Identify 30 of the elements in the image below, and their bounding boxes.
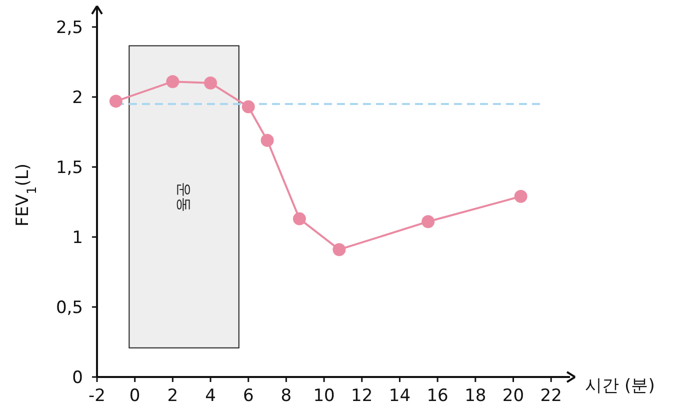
- x-tick-label: 0: [129, 386, 140, 406]
- x-tick-label: 6: [242, 386, 254, 406]
- x-tick-label: 20: [502, 386, 524, 406]
- x-axis-title: 시간 (분): [585, 376, 655, 396]
- point: [422, 215, 435, 228]
- x-tick-label: 22: [540, 386, 562, 406]
- point: [292, 212, 306, 226]
- x-tick-label: 12: [351, 386, 373, 406]
- y-tick-label: 0,5: [56, 298, 83, 318]
- point: [204, 76, 218, 90]
- x-tick-label: 14: [388, 386, 411, 406]
- x-tick-label: 8: [280, 386, 292, 406]
- x-tick-label: 2: [167, 386, 178, 406]
- point: [166, 75, 180, 88]
- point: [109, 94, 122, 108]
- point: [514, 190, 528, 203]
- y-tick-label: 2,5: [56, 18, 83, 38]
- point: [260, 134, 274, 147]
- y-tick-label: 2: [72, 88, 83, 108]
- y-tick-label: 1,5: [56, 158, 83, 178]
- point: [332, 243, 346, 256]
- x-tick-label: 4: [205, 386, 216, 406]
- x-tick-label: 16: [426, 386, 448, 406]
- band-label: 운동: [175, 182, 194, 212]
- x-tick-label: 10: [313, 386, 335, 406]
- y-tick-label: 0: [72, 368, 83, 388]
- x-tick-label: -2: [88, 386, 106, 406]
- point: [242, 100, 255, 114]
- y-tick-label: 1: [72, 228, 83, 248]
- x-tick-label: 18: [464, 386, 486, 406]
